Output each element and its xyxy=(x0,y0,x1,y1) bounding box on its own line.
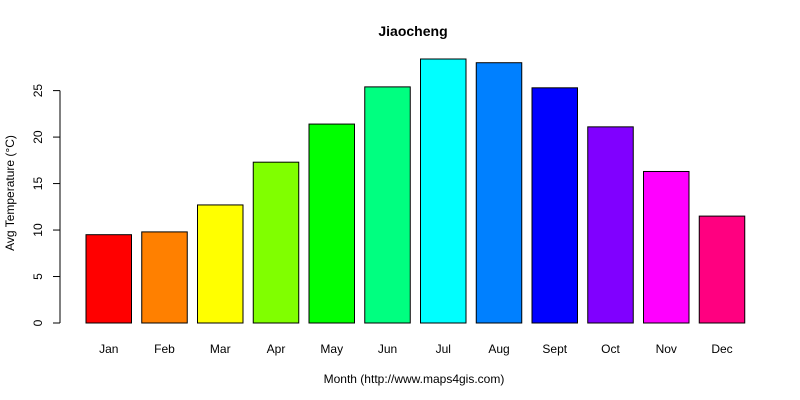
y-tick-label-15: 15 xyxy=(31,177,45,191)
bar-may xyxy=(308,123,355,324)
x-tick-dec: Dec xyxy=(711,342,732,356)
x-tick-jul: Jul xyxy=(436,342,451,356)
x-tick-may: May xyxy=(320,342,343,356)
y-axis: 0 5 10 15 20 25 xyxy=(31,84,61,326)
x-tick-jan: Jan xyxy=(99,342,118,356)
bar-jun xyxy=(364,86,411,324)
x-tick-sept: Sept xyxy=(542,342,567,356)
x-tick-nov: Nov xyxy=(656,342,677,356)
bar-aug xyxy=(475,62,523,324)
x-tick-feb: Feb xyxy=(154,342,175,356)
x-tick-jun: Jun xyxy=(378,342,397,356)
bars-group xyxy=(85,58,746,324)
bar-sept xyxy=(531,87,578,324)
x-tick-oct: Oct xyxy=(601,342,620,356)
x-tick-aug: Aug xyxy=(488,342,509,356)
y-axis-label: Avg Temperature (°C) xyxy=(3,135,17,251)
bar-jul xyxy=(420,58,467,324)
x-tick-mar: Mar xyxy=(210,342,231,356)
bar-mar xyxy=(197,204,244,324)
y-tick-label-25: 25 xyxy=(31,84,45,98)
y-tick-label-5: 5 xyxy=(31,273,45,280)
x-tick-apr: Apr xyxy=(267,342,286,356)
bar-apr xyxy=(252,161,300,324)
y-tick-label-10: 10 xyxy=(31,223,45,237)
chart-title: Jiaocheng xyxy=(378,23,447,39)
bar-oct xyxy=(587,126,634,324)
x-axis-label: Month (http://www.maps4gis.com) xyxy=(324,372,505,386)
bar-feb xyxy=(141,231,188,324)
bar-jan xyxy=(85,234,132,324)
bar-nov xyxy=(643,170,690,324)
bar-dec xyxy=(698,215,746,324)
y-tick-label-20: 20 xyxy=(31,130,45,144)
x-tick-labels: Jan Feb Mar Apr May Jun Jul Aug Sept Oct Nov Dec xyxy=(99,342,733,356)
y-tick-label-0: 0 xyxy=(31,319,45,326)
